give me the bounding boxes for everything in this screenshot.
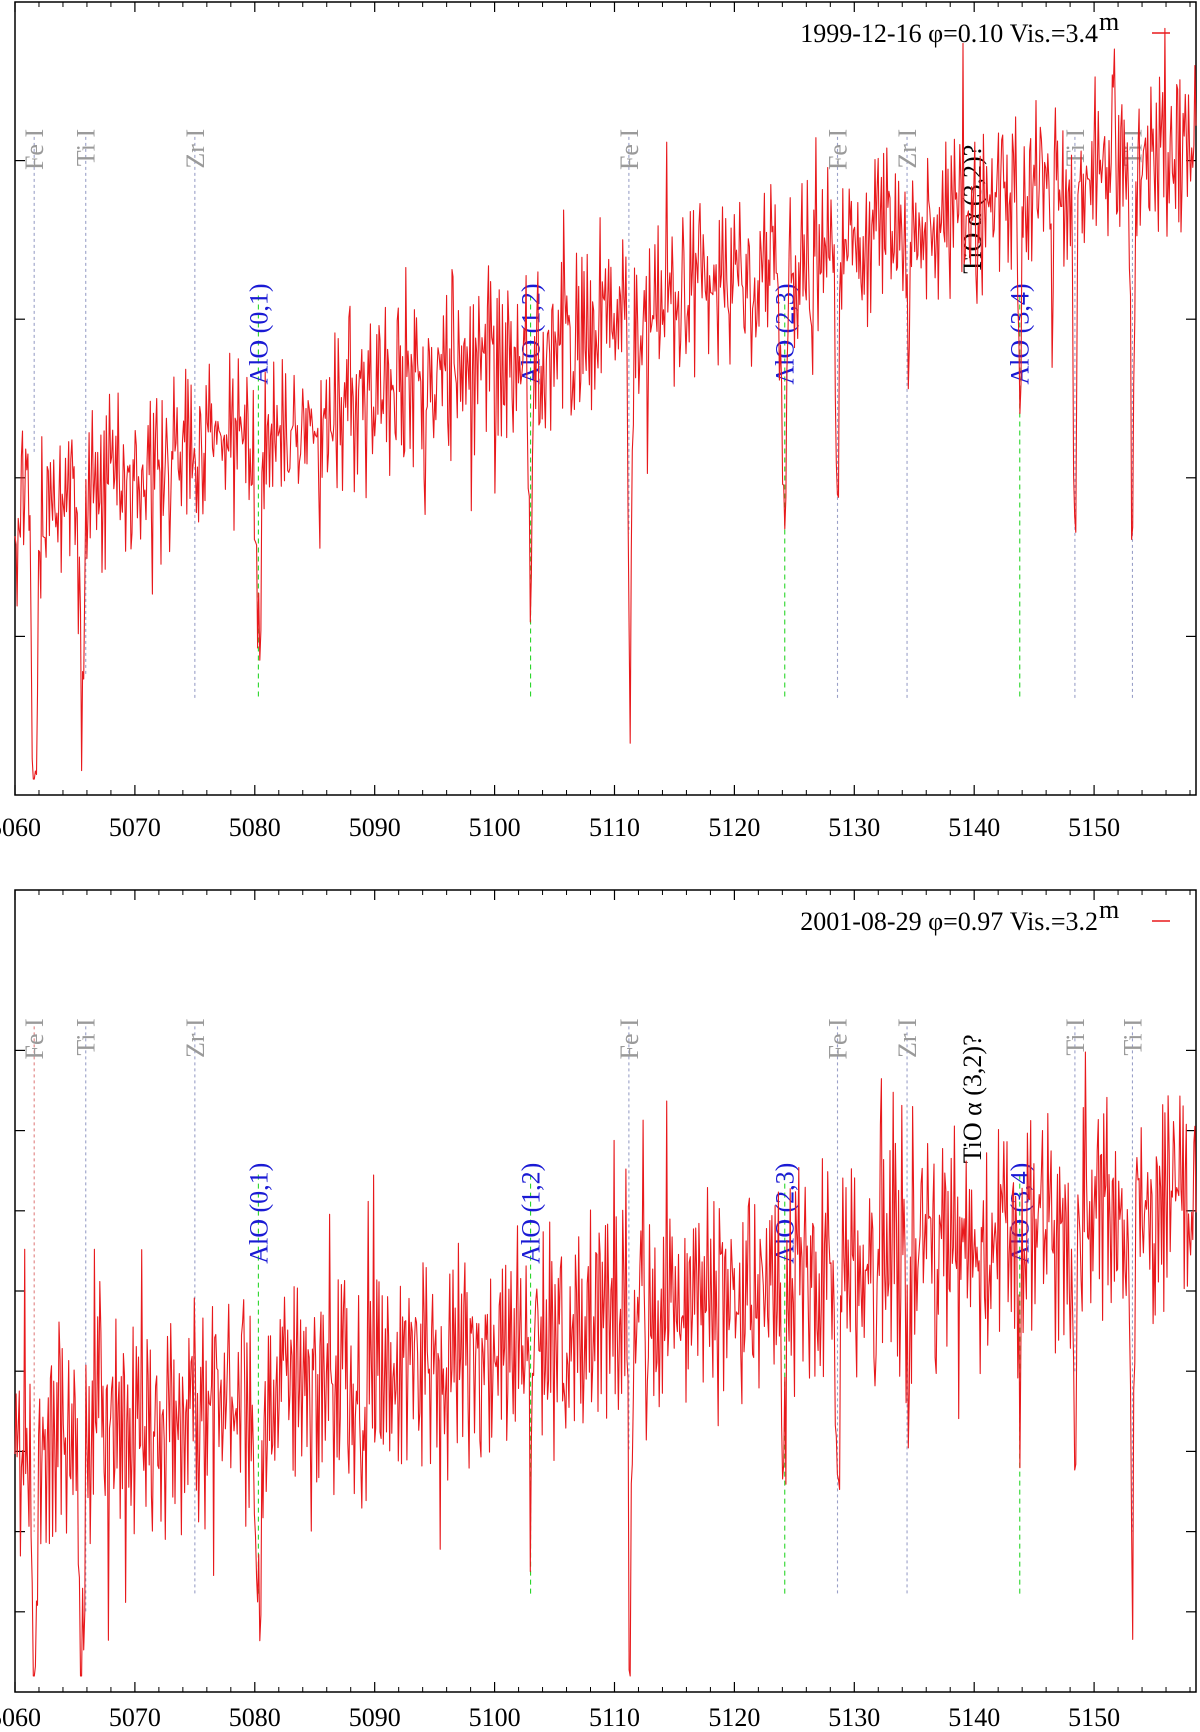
- line-label-atomic: Ti I: [1118, 1018, 1147, 1055]
- line-label-atomic: Fe I: [824, 1018, 853, 1059]
- line-label-atomic: Fe I: [615, 1018, 644, 1059]
- x-tick-label: 5090: [349, 813, 401, 842]
- legend-label: 2001-08-29 φ=0.97 Vis.=3.2: [800, 907, 1098, 936]
- x-tick-label: 5110: [589, 1703, 640, 1732]
- legend-phase: φ=0.10: [928, 19, 1003, 48]
- line-label-atomic: Ti I: [1061, 1018, 1090, 1055]
- x-tick-label: 5140: [948, 813, 1000, 842]
- plot-frame: [14, 1, 1197, 796]
- line-label-atomic: Ti I: [1061, 129, 1090, 166]
- line-label-atomic: Ti I: [72, 1018, 101, 1055]
- legend-vis: Vis.=3.4: [1010, 19, 1098, 48]
- line-label-molecular: AlO (0,1): [244, 1163, 273, 1264]
- legend-date: 2001-08-29: [800, 907, 921, 936]
- x-tick-label: 5090: [349, 1703, 401, 1732]
- spectrum-panel-2: 5060 5070 5080 5090 5100 5110 5120 5130 5140 5150…: [0, 889, 1197, 1732]
- x-tick-label: 5130: [828, 1703, 880, 1732]
- line-label-atomic: Fe I: [20, 1018, 49, 1059]
- legend-date: 1999-12-16: [800, 19, 921, 48]
- line-label-atomic: Zr I: [893, 129, 922, 169]
- legend-label: 1999-12-16 φ=0.10 Vis.=3.4: [800, 19, 1098, 48]
- line-label-atomic: Zr I: [893, 1018, 922, 1058]
- line-label-atomic: Fe I: [615, 129, 644, 170]
- legend-sup: m: [1099, 7, 1119, 36]
- legend-sup: m: [1099, 895, 1119, 924]
- line-label-atomic: Fe I: [824, 129, 853, 170]
- x-tick-label: 5130: [828, 813, 880, 842]
- x-tick-label: 5080: [229, 1703, 281, 1732]
- x-tick-label: 5070: [109, 1703, 161, 1732]
- line-label-molecular: AlO (0,1): [244, 284, 273, 385]
- x-tick-label: 5100: [469, 1703, 521, 1732]
- x-tick-label: 5140: [948, 1703, 1000, 1732]
- legend-phase: φ=0.97: [928, 907, 1003, 936]
- x-tick-label: 5110: [589, 813, 640, 842]
- legend-vis: Vis.=3.2: [1010, 907, 1098, 936]
- x-tick-label: 5120: [708, 1703, 760, 1732]
- line-label-molecular: AlO (3,4): [1006, 284, 1035, 385]
- line-label-molecular: AlO (1,2): [517, 1163, 546, 1264]
- x-tick-label: 5070: [109, 813, 161, 842]
- x-tick-label: 5060: [0, 813, 41, 842]
- x-tick-label: 5100: [469, 813, 521, 842]
- line-label-atomic: Zr I: [181, 1018, 210, 1058]
- spectrum-panel-1: 5060 5070 5080 5090 5100 5110 5120 5130 5140 5150…: [0, 1, 1197, 842]
- spectrum-series-line: [14, 1051, 1197, 1677]
- line-label-atomic: Fe I: [20, 129, 49, 170]
- x-tick-label: 5150: [1068, 1703, 1120, 1732]
- x-tick-label: 5120: [708, 813, 760, 842]
- line-label-tio: TiO α (3,2)?: [958, 1034, 987, 1163]
- line-label-atomic: Ti I: [72, 129, 101, 166]
- x-tick-label: 5060: [0, 1703, 41, 1732]
- x-tick-label: 5080: [229, 813, 281, 842]
- x-tick-label: 5150: [1068, 813, 1120, 842]
- spectrum-series-line: [14, 27, 1197, 780]
- line-label-atomic: Zr I: [181, 129, 210, 169]
